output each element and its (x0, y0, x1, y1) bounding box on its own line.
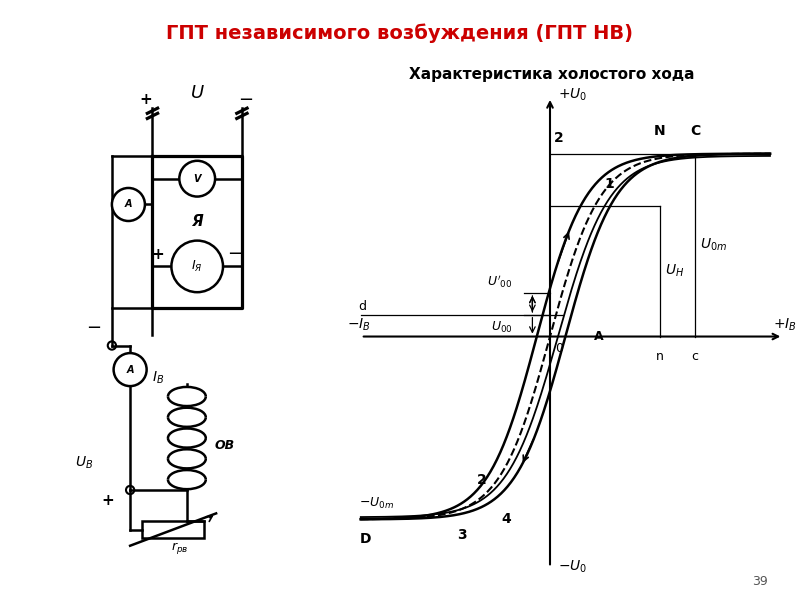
Bar (142, 521, 204, 538)
Text: $+U_0$: $+U_0$ (558, 86, 587, 103)
Text: $I_В$: $I_В$ (153, 370, 165, 386)
Text: d: d (358, 299, 366, 313)
Text: −: − (227, 245, 242, 263)
Text: C: C (690, 124, 700, 139)
Text: 3: 3 (457, 527, 467, 542)
Text: 0: 0 (555, 342, 563, 355)
Text: Характеристика холостого хода: Характеристика холостого хода (410, 67, 694, 82)
Text: A: A (594, 330, 603, 343)
Text: $U_{00}$: $U_{00}$ (491, 320, 513, 335)
Text: c: c (692, 350, 698, 362)
Circle shape (179, 161, 215, 197)
Text: +: + (102, 493, 114, 508)
Text: $+I_B$: $+I_B$ (774, 316, 798, 332)
Text: V: V (194, 173, 201, 184)
Text: $-U_0$: $-U_0$ (558, 559, 587, 575)
Text: $U'_{00}$: $U'_{00}$ (487, 273, 513, 290)
Text: n: n (656, 350, 664, 362)
Text: D: D (359, 532, 371, 547)
Text: 2: 2 (477, 473, 486, 487)
Text: $I_Я$: $I_Я$ (191, 259, 203, 274)
Text: $r_{рв}$: $r_{рв}$ (171, 541, 189, 556)
Text: +: + (151, 247, 164, 262)
Text: $U$: $U$ (190, 83, 205, 101)
Text: +: + (139, 92, 152, 107)
Text: $U_В$: $U_В$ (74, 454, 93, 470)
Text: −: − (86, 319, 102, 337)
Text: 2: 2 (554, 131, 564, 145)
Text: 4: 4 (501, 512, 511, 526)
Circle shape (171, 241, 223, 292)
Text: ОВ: ОВ (214, 439, 234, 452)
Text: −: − (238, 91, 253, 109)
Text: N: N (654, 124, 666, 139)
Text: 1: 1 (605, 177, 614, 191)
Text: ГПТ независимого возбуждения (ГПТ НВ): ГПТ независимого возбуждения (ГПТ НВ) (166, 23, 634, 43)
Circle shape (112, 188, 145, 221)
Text: $-U_{0m}$: $-U_{0m}$ (358, 496, 394, 511)
Text: A: A (126, 365, 134, 374)
Text: 39: 39 (752, 575, 768, 588)
Text: A: A (125, 199, 132, 209)
Text: $-I_B$: $-I_B$ (346, 316, 370, 332)
Text: Я: Я (191, 214, 203, 229)
Text: $U_{0m}$: $U_{0m}$ (701, 237, 728, 253)
Text: $U_H$: $U_H$ (666, 263, 685, 280)
Circle shape (114, 353, 146, 386)
